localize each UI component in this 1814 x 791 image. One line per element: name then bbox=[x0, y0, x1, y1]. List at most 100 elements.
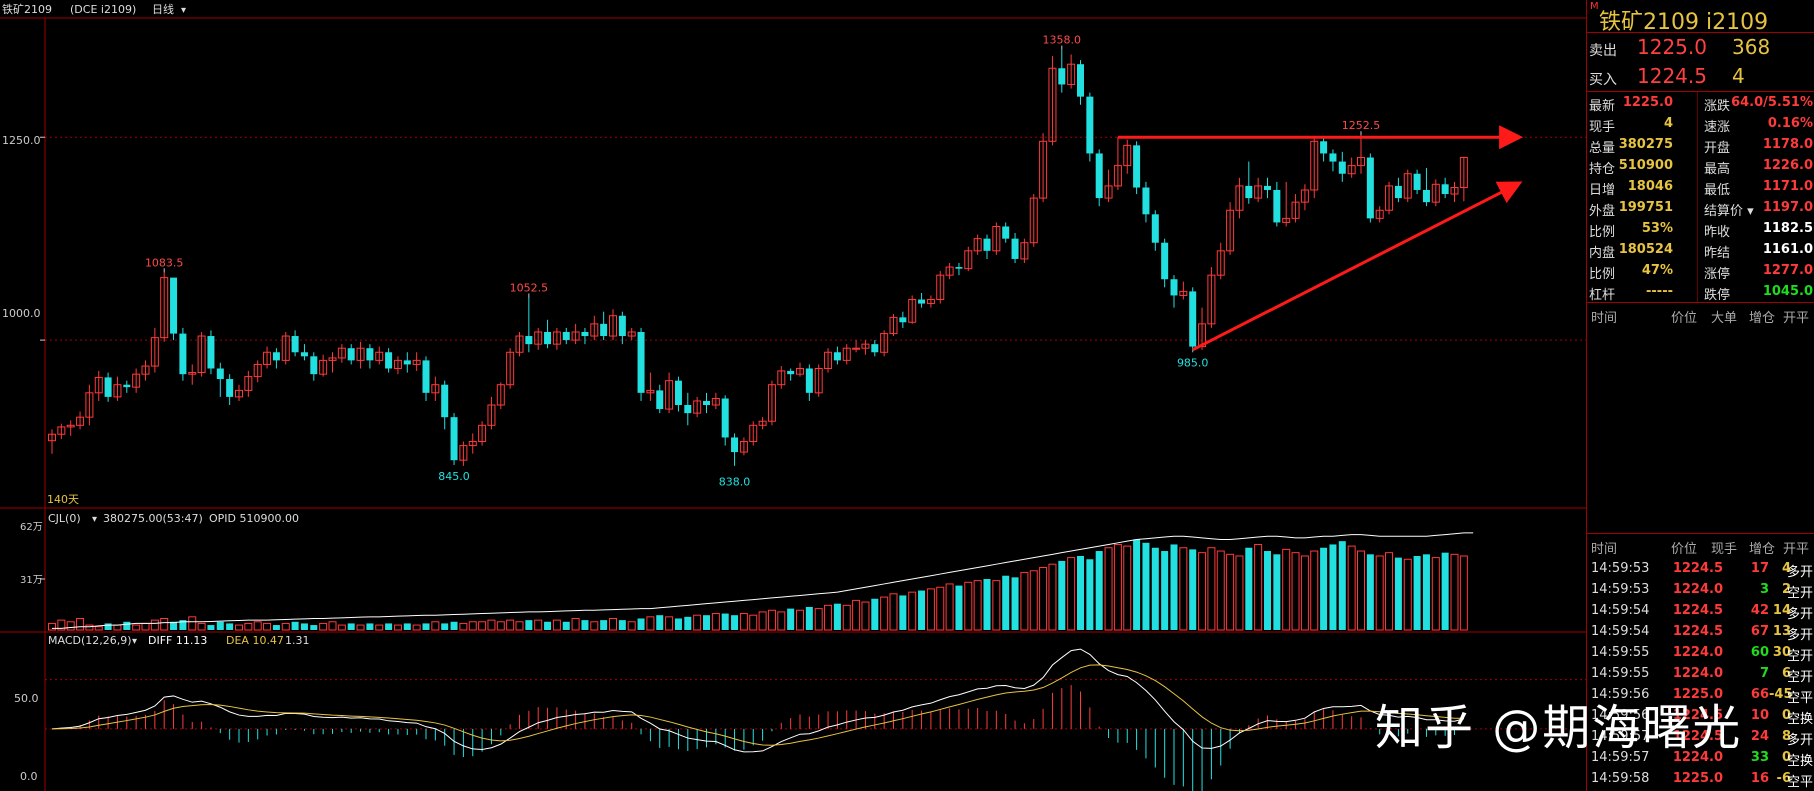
candle bbox=[983, 234, 991, 259]
candle bbox=[487, 396, 496, 430]
volume-bar bbox=[1347, 545, 1356, 631]
volume-bar bbox=[506, 619, 515, 631]
kline-chart[interactable]: 1083.5845.01052.5838.01358.0985.01252.5 … bbox=[0, 0, 1586, 791]
tick-type: 空换 bbox=[1786, 712, 1813, 727]
candle bbox=[450, 413, 458, 466]
stat-value: 1171.0 bbox=[1762, 179, 1813, 194]
symbol-label: 铁矿2109 bbox=[2, 3, 52, 16]
volume-bar bbox=[1385, 552, 1394, 631]
candle bbox=[731, 433, 739, 466]
candle bbox=[871, 340, 879, 357]
candle bbox=[899, 311, 907, 328]
candle bbox=[1320, 137, 1328, 162]
period-selector[interactable]: 日线 bbox=[152, 2, 174, 16]
sell-row[interactable]: 卖出 1225.0 368 bbox=[1587, 33, 1814, 62]
candle bbox=[861, 340, 870, 355]
candle bbox=[842, 344, 851, 365]
volume-bar bbox=[852, 599, 861, 631]
panel-symbol: 铁矿2109 i2109 bbox=[1599, 10, 1769, 35]
volume-bar bbox=[534, 619, 543, 631]
candle bbox=[824, 348, 833, 373]
tick-row[interactable]: 14:59:56 1225.0 66 -45 空平 bbox=[1587, 684, 1814, 706]
volume-bar bbox=[515, 621, 524, 631]
volume-bar bbox=[1291, 552, 1300, 631]
volume-bar bbox=[646, 616, 655, 631]
candle bbox=[1431, 179, 1440, 207]
candle bbox=[263, 346, 272, 369]
volume-bar bbox=[1198, 552, 1207, 631]
candle bbox=[141, 360, 150, 381]
chevron-down-icon[interactable]: ▾ bbox=[132, 636, 137, 647]
volume-bar bbox=[731, 615, 739, 630]
volume-indicator-label[interactable]: CJL(0) bbox=[48, 512, 81, 525]
tick-volume: 17 bbox=[1750, 561, 1769, 576]
macd-panel bbox=[45, 648, 1586, 791]
candle bbox=[918, 293, 926, 308]
candle bbox=[787, 368, 795, 381]
tick-header: 时间 价位 现手 增仓 开平 bbox=[1587, 533, 1814, 558]
tick-row[interactable]: 14:59:54 1224.5 67 13 多开 bbox=[1587, 621, 1814, 643]
tick-price: 1224.5 bbox=[1672, 603, 1723, 618]
macd-dea-line bbox=[51, 664, 1464, 746]
candle bbox=[721, 395, 729, 446]
chevron-down-icon[interactable]: ▾ bbox=[181, 5, 186, 16]
volume-bar bbox=[1207, 547, 1216, 631]
tick-row[interactable]: 14:59:56 1224.5 10 0 空换 bbox=[1587, 705, 1814, 727]
tick-row[interactable]: 14:59:54 1224.5 42 14 多开 bbox=[1587, 600, 1814, 622]
volume-tick-62: 62万 bbox=[20, 522, 43, 533]
volume-bar bbox=[824, 604, 833, 631]
tick-price: 1224.0 bbox=[1672, 645, 1723, 660]
tick-volume: 24 bbox=[1750, 729, 1769, 744]
volume-bar bbox=[1226, 553, 1235, 631]
stat-value: 0.16% bbox=[1767, 116, 1813, 131]
tick-type: 空开 bbox=[1786, 670, 1813, 685]
candle bbox=[375, 346, 384, 365]
volume-bar bbox=[1264, 551, 1271, 630]
candle bbox=[300, 344, 308, 361]
stat-row: 最新 1225.0 涨跌 64.0/5.51% bbox=[1587, 92, 1814, 114]
volume-bar bbox=[609, 617, 617, 631]
candle bbox=[908, 295, 917, 324]
tick-row[interactable]: 14:59:53 1224.5 17 4 多开 bbox=[1587, 558, 1814, 580]
volume-bar bbox=[693, 614, 702, 631]
volume-bar bbox=[1095, 551, 1103, 630]
tick-time: 14:59:54 bbox=[1591, 624, 1650, 639]
volume-bar bbox=[150, 619, 159, 631]
candle bbox=[337, 344, 346, 363]
volume-bar bbox=[684, 616, 692, 630]
candle bbox=[1067, 54, 1076, 89]
volume-bar bbox=[57, 619, 66, 631]
tick-row[interactable]: 14:59:57 1224.5 24 8 多开 bbox=[1587, 726, 1814, 748]
price-annotation: 1358.0 bbox=[1043, 34, 1082, 47]
candle bbox=[1459, 156, 1468, 202]
macd-indicator-label[interactable]: MACD(12,26,9) bbox=[48, 634, 132, 647]
quote-panel: M 铁矿2109 i2109 卖出 1225.0 368 买入 1224.5 4… bbox=[1586, 0, 1814, 791]
candle bbox=[711, 392, 720, 410]
tick-row[interactable]: 14:59:55 1224.0 7 6 空开 bbox=[1587, 663, 1814, 685]
volume-bar bbox=[1029, 570, 1038, 631]
tick-list[interactable]: 14:59:53 1224.5 17 4 多开 14:59:53 1224.0 3 2 空开 14:… bbox=[1587, 558, 1814, 790]
volume-bar bbox=[1403, 558, 1412, 631]
sell-label: 卖出 bbox=[1589, 43, 1617, 59]
volume-bar bbox=[85, 624, 94, 631]
tick-oi-change: -6 bbox=[1776, 771, 1791, 786]
tick-row[interactable]: 14:59:57 1224.0 33 0 空换 bbox=[1587, 747, 1814, 769]
tick-time: 14:59:55 bbox=[1591, 666, 1650, 681]
tick-row[interactable]: 14:59:58 1225.0 16 -6 空平 bbox=[1587, 768, 1814, 790]
tick-oi-change: 2 bbox=[1781, 582, 1791, 597]
volume-bar bbox=[945, 583, 954, 631]
volume-bar bbox=[244, 622, 253, 631]
tick-row[interactable]: 14:59:55 1224.0 60 30 空开 bbox=[1587, 642, 1814, 664]
tick-time: 14:59:55 bbox=[1591, 645, 1650, 660]
candle bbox=[356, 341, 365, 369]
volume-bar bbox=[861, 601, 870, 631]
candle bbox=[767, 380, 776, 426]
stat-value: 1226.0 bbox=[1762, 158, 1813, 173]
volume-bar bbox=[1161, 551, 1169, 630]
tick-row[interactable]: 14:59:53 1224.0 3 2 空开 bbox=[1587, 579, 1814, 601]
buy-row[interactable]: 买入 1224.5 4 bbox=[1587, 62, 1814, 92]
stat-row: 持仓 510900 最高 1226.0 bbox=[1587, 155, 1814, 177]
chevron-down-icon[interactable]: ▾ bbox=[92, 514, 97, 525]
candle bbox=[76, 411, 85, 430]
candle bbox=[1020, 238, 1029, 263]
